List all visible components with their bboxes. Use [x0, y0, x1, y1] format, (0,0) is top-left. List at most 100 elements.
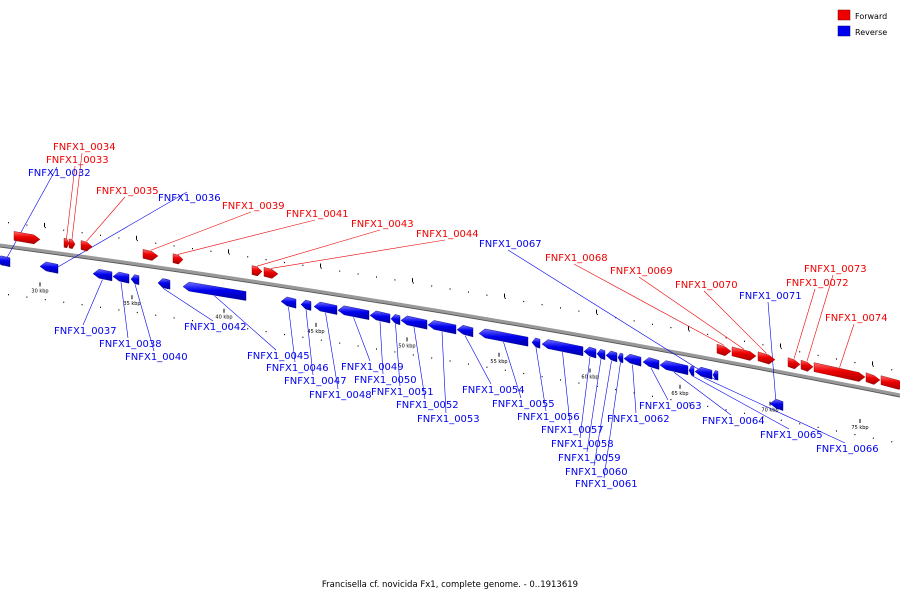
leader-line-fnfx1-0059 [586, 358, 602, 453]
gene-label-fnfx1-0048: FNFX1_0048 [309, 390, 372, 401]
guide-tick [412, 278, 413, 283]
gene-fnfx1-0035[interactable] [80, 240, 93, 252]
leader-line-fnfx1-0066 [703, 377, 846, 444]
guide-tick [504, 293, 505, 298]
gene-fnfx1-0054[interactable] [456, 324, 474, 338]
leader-line-fnfx1-0032 [2, 166, 58, 266]
gene-label-fnfx1-0046: FNFX1_0046 [266, 363, 329, 374]
leader-line-fnfx1-0070 [703, 290, 767, 354]
leader-line-fnfx1-0047 [305, 309, 314, 376]
gene-fnfx1-0057[interactable] [541, 339, 584, 357]
gene-fnfx1-0044[interactable] [263, 267, 279, 279]
leader-line-fnfx1-0068 [573, 263, 725, 346]
gene-fnfx1-0033[interactable] [63, 237, 70, 249]
gene-fnfx1-0063[interactable] [642, 357, 660, 370]
guide-dot [725, 409, 727, 411]
gene-label-fnfx1-0053: FNFX1_0053 [417, 414, 480, 425]
leader-line-fnfx1-0033 [66, 165, 76, 239]
gene-fnfx1-0058[interactable] [583, 346, 597, 359]
guide-dot [836, 358, 837, 360]
gene-unlabelled-forward-1[interactable] [13, 231, 41, 245]
guide-dot [431, 285, 433, 287]
gene-fnfx1-0050[interactable] [369, 310, 391, 324]
gene-fnfx1-0037[interactable] [92, 268, 113, 282]
gene-fnfx1-0068[interactable] [716, 343, 732, 357]
guide-dot [81, 304, 83, 306]
gene-fnfx1-0043[interactable] [251, 265, 263, 277]
gene-fnfx1-0062[interactable] [623, 353, 642, 367]
gene-fnfx1-0056[interactable] [531, 337, 541, 349]
leader-lines [2, 152, 855, 479]
gene-fnfx1-0046[interactable] [280, 296, 297, 309]
gene-label-fnfx1-0054: FNFX1_0054 [462, 385, 525, 396]
gene-fnfx1-0074[interactable] [813, 362, 866, 382]
guide-dot [173, 245, 175, 247]
guide-dot [247, 256, 249, 258]
gene-fnfx1-0069[interactable] [731, 346, 757, 361]
gene-fnfx1-0066[interactable] [694, 366, 713, 380]
gene-fnfx1-0048[interactable] [313, 301, 338, 315]
gene-fnfx1-0038[interactable] [112, 271, 130, 284]
gene-unlabelled-forward-2[interactable] [865, 372, 881, 385]
gene-fnfx1-0041[interactable] [172, 253, 184, 265]
gene-label-fnfx1-0042: FNFX1_0042 [184, 322, 247, 333]
gene-fnfx1-0059[interactable] [596, 349, 606, 360]
gene-fnfx1-0071[interactable] [769, 398, 784, 411]
gene-fnfx1-0064[interactable] [659, 360, 689, 376]
guide-dot [596, 313, 598, 315]
gene-label-fnfx1-0064: FNFX1_0064 [702, 416, 765, 427]
genome-backbone-shadow [0, 246, 900, 398]
gene-label-fnfx1-0041: FNFX1_0041 [286, 209, 349, 220]
guide-tick [780, 343, 781, 348]
gene-fnfx1-0072[interactable] [787, 357, 801, 370]
gene-label-fnfx1-0034: FNFX1_0034 [53, 142, 116, 153]
guide-dot [81, 232, 83, 234]
gene-fnfx1-0034[interactable] [68, 238, 76, 249]
guide-dot [872, 365, 874, 367]
gene-fnfx1-0067[interactable] [712, 370, 719, 381]
leader-line-fnfx1-0074 [839, 323, 855, 368]
guide-dot [688, 402, 690, 404]
guide-dot [173, 317, 175, 319]
scale-tick-label: 65 kbp [671, 391, 688, 397]
guide-dot [284, 261, 285, 264]
gene-unlabelled-forward-3[interactable] [880, 375, 900, 390]
gene-label-fnfx1-0070: FNFX1_0070 [675, 280, 738, 291]
gene-fnfx1-0055[interactable] [478, 328, 529, 347]
guide-dot [744, 412, 745, 414]
gene-fnfx1-0073[interactable] [800, 359, 814, 372]
guide-dot [228, 253, 230, 255]
leader-line-fnfx1-0046 [288, 307, 296, 363]
gene-fnfx1-0032[interactable] [0, 255, 11, 268]
gene-label-fnfx1-0052: FNFX1_0052 [396, 400, 459, 411]
guide-dot [633, 392, 635, 394]
gene-fnfx1-0060[interactable] [605, 350, 618, 363]
gene-fnfx1-0065[interactable] [688, 365, 695, 377]
gene-fnfx1-0051[interactable] [390, 314, 401, 326]
gene-fnfx1-0070[interactable] [757, 351, 776, 365]
gene-fnfx1-0052[interactable] [400, 315, 428, 330]
gene-label-fnfx1-0044: FNFX1_0044 [416, 229, 479, 240]
guide-dot [449, 288, 451, 290]
leader-line-fnfx1-0035 [86, 196, 126, 242]
guide-dot [578, 310, 580, 312]
guide-dot [136, 239, 138, 242]
guide-dot [320, 339, 322, 341]
scale-tick-label: 50 kbp [398, 343, 415, 349]
gene-fnfx1-0039[interactable] [142, 249, 159, 261]
leader-line-fnfx1-0055 [503, 341, 522, 399]
gene-fnfx1-0049[interactable] [337, 305, 370, 320]
leader-line-fnfx1-0065 [691, 375, 790, 430]
guide-dot [155, 242, 157, 244]
guide-dot [339, 270, 341, 272]
gene-fnfx1-0047[interactable] [300, 299, 312, 311]
gene-fnfx1-0042[interactable] [157, 278, 169, 290]
guide-dot [560, 379, 561, 381]
gene-fnfx1-0040[interactable] [130, 274, 140, 285]
guide-dot [63, 229, 65, 231]
gene-fnfx1-0053[interactable] [427, 320, 457, 335]
gene-fnfx1-0061[interactable] [617, 352, 624, 364]
leader-line-fnfx1-0061 [603, 362, 621, 479]
gene-fnfx1-0036[interactable] [39, 261, 59, 274]
gene-fnfx1-0045[interactable] [182, 281, 247, 301]
